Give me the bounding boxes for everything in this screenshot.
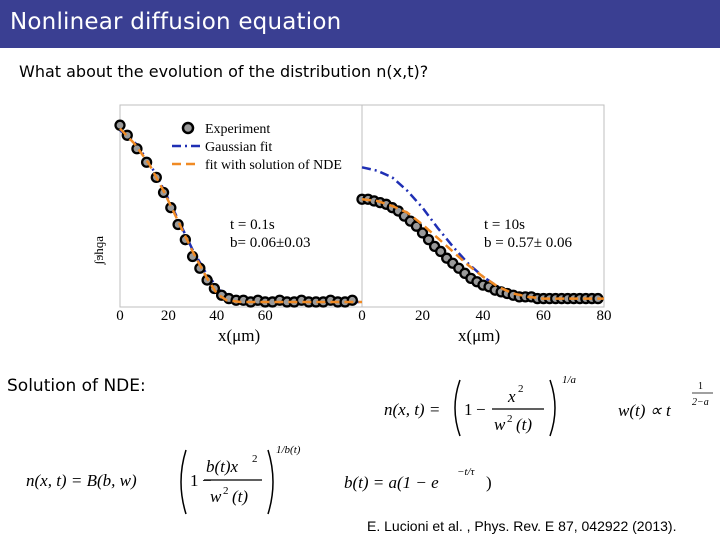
right-xlabel: x(μm) bbox=[458, 326, 500, 345]
eq3-den-tail: (t) bbox=[232, 487, 248, 506]
right-nde-fit-line bbox=[361, 198, 604, 300]
eq3-num-exp: 2 bbox=[252, 453, 258, 465]
left-x-tick-label: 40 bbox=[209, 308, 224, 324]
left-annotation-b: b= 0.06±0.03 bbox=[230, 235, 310, 251]
y-axis-label-fragment: ɐɓɥɕʃ bbox=[94, 236, 109, 266]
right-panel-frame bbox=[361, 104, 605, 308]
eq3-den: w bbox=[210, 487, 222, 506]
eq1-lhs: n(x, t) = bbox=[384, 400, 440, 419]
eq4-exp: −t/τ bbox=[457, 466, 476, 478]
eq1-num: x bbox=[507, 387, 516, 406]
left-x-ticks: 0 20 40 60 bbox=[116, 308, 272, 324]
legend-nde: fit with solution of NDE bbox=[205, 158, 342, 173]
eq1-left-paren bbox=[454, 379, 461, 437]
legend-experiment: Experiment bbox=[205, 122, 270, 137]
eq1-outer-exp: 1/a bbox=[562, 374, 577, 386]
right-x-ticks: 0 20 40 60 80 bbox=[358, 308, 611, 324]
right-x-tick-label: 20 bbox=[415, 308, 430, 324]
right-x-tick-label: 60 bbox=[536, 308, 551, 324]
legend-gaussian: Gaussian fit bbox=[205, 140, 272, 155]
right-annotation-b: b = 0.57± 0.06 bbox=[484, 235, 572, 251]
left-xlabel: x(μm) bbox=[218, 326, 260, 345]
left-annotation-t: t = 0.1s bbox=[230, 217, 275, 233]
legend: Experiment Gaussian fit fit with solutio… bbox=[172, 121, 342, 173]
solution-label: Solution of NDE: bbox=[7, 376, 146, 396]
left-x-tick-label: 0 bbox=[116, 308, 124, 324]
right-experiment-point bbox=[422, 234, 435, 246]
eq1-num-exp: 2 bbox=[518, 383, 524, 395]
right-experiment-point bbox=[416, 227, 429, 239]
eq3-num: b(t)x bbox=[206, 457, 239, 476]
eq2-exp-num: 1 bbox=[698, 381, 703, 392]
left-nde-fit-line bbox=[119, 127, 362, 304]
eq4-text: b(t) = a(1 − e bbox=[344, 473, 439, 492]
eq3-outer-exp: 1/b(t) bbox=[276, 444, 301, 456]
eq1-den: w bbox=[494, 415, 506, 434]
right-x-tick-label: 0 bbox=[358, 308, 366, 324]
figure-panels: 0 20 40 60 0 20 40 60 80 x(μm) x(μm) Experiment… bbox=[94, 104, 612, 345]
eq2-lhs: w(t) ∝ t bbox=[618, 401, 672, 420]
title-bar: Nonlinear diffusion equation bbox=[0, 0, 720, 48]
equation-4: b(t) = a(1 − e −t/τ ) bbox=[344, 466, 492, 492]
eq2-exp-den: 2−a bbox=[692, 397, 709, 408]
right-x-tick-label: 80 bbox=[597, 308, 612, 324]
left-x-tick-label: 20 bbox=[161, 308, 176, 324]
eq3-right-paren bbox=[267, 449, 274, 515]
eq4-tail: ) bbox=[486, 473, 492, 492]
right-experiment-point bbox=[410, 220, 423, 232]
right-gaussian-fit-line bbox=[361, 166, 604, 300]
eq3-one: 1 bbox=[190, 471, 199, 490]
equation-1: n(x, t) = 1 − x 2 w 2 (t) 1/a bbox=[384, 374, 577, 437]
right-annotation-t: t = 10s bbox=[484, 217, 525, 233]
citation: E. Lucioni et al. , Phys. Rev. E 87, 042… bbox=[367, 518, 677, 534]
left-x-tick-label: 60 bbox=[258, 308, 273, 324]
legend-marker-experiment bbox=[181, 121, 195, 135]
left-plot bbox=[114, 119, 362, 308]
eq3-lhs: n(x, t) = B(b, w) bbox=[26, 471, 137, 490]
eq3-left-paren bbox=[180, 449, 187, 515]
eq1-den-exp: 2 bbox=[507, 413, 513, 425]
right-x-tick-label: 40 bbox=[476, 308, 491, 324]
eq1-one: 1 bbox=[464, 400, 473, 419]
left-experiment-point bbox=[346, 294, 358, 306]
equation-2: w(t) ∝ t 1 2−a bbox=[618, 381, 713, 420]
right-experiment-point bbox=[434, 245, 447, 258]
equation-3: n(x, t) = B(b, w) 1 − b(t)x 2 w 2 (t) 1/… bbox=[26, 444, 301, 515]
question-text: What about the evolution of the distribu… bbox=[19, 62, 429, 81]
eq1-right-paren bbox=[549, 379, 556, 437]
eq1-den-tail: (t) bbox=[516, 415, 532, 434]
eq3-den-exp: 2 bbox=[223, 485, 229, 497]
right-plot bbox=[356, 166, 604, 305]
slide-title: Nonlinear diffusion equation bbox=[10, 9, 342, 35]
left-experiment-point bbox=[114, 119, 126, 131]
eq1-minus: − bbox=[476, 400, 486, 419]
